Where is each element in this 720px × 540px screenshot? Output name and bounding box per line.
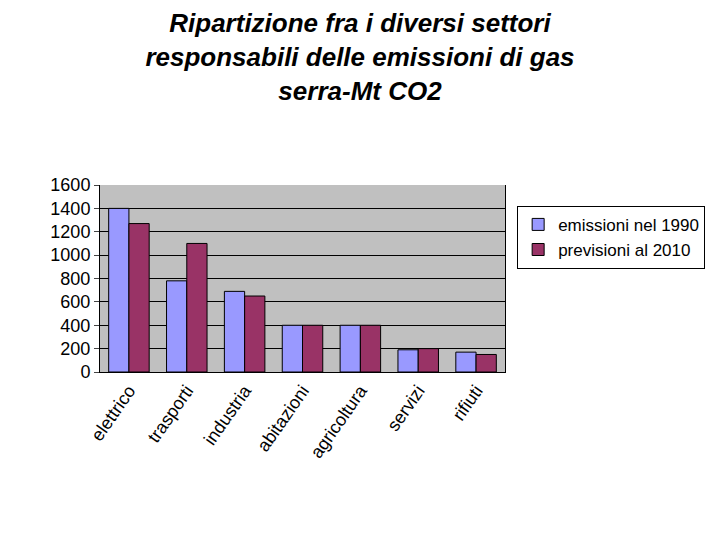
svg-text:previsioni al 2010: previsioni al 2010 (558, 241, 690, 260)
svg-text:1200: 1200 (50, 222, 90, 242)
svg-text:abitazioni: abitazioni (253, 382, 313, 456)
svg-text:0: 0 (80, 362, 90, 382)
svg-text:industria: industria (200, 381, 256, 449)
svg-text:agricoltura: agricoltura (306, 381, 371, 462)
svg-text:400: 400 (60, 316, 90, 336)
svg-text:200: 200 (60, 339, 90, 359)
svg-text:elettrico: elettrico (87, 382, 140, 445)
svg-text:Ripartizione fra i diversi set: Ripartizione fra i diversi settorirespon… (145, 8, 574, 106)
svg-text:rifiuti: rifiuti (449, 382, 487, 425)
svg-text:800: 800 (60, 269, 90, 289)
svg-text:servizi: servizi (383, 382, 429, 435)
svg-text:emissioni nel 1990: emissioni nel 1990 (558, 216, 699, 235)
svg-text:1000: 1000 (50, 245, 90, 265)
svg-text:1400: 1400 (50, 199, 90, 219)
svg-text:1600: 1600 (50, 175, 90, 195)
svg-text:trasporti: trasporti (144, 382, 198, 447)
svg-text:600: 600 (60, 292, 90, 312)
